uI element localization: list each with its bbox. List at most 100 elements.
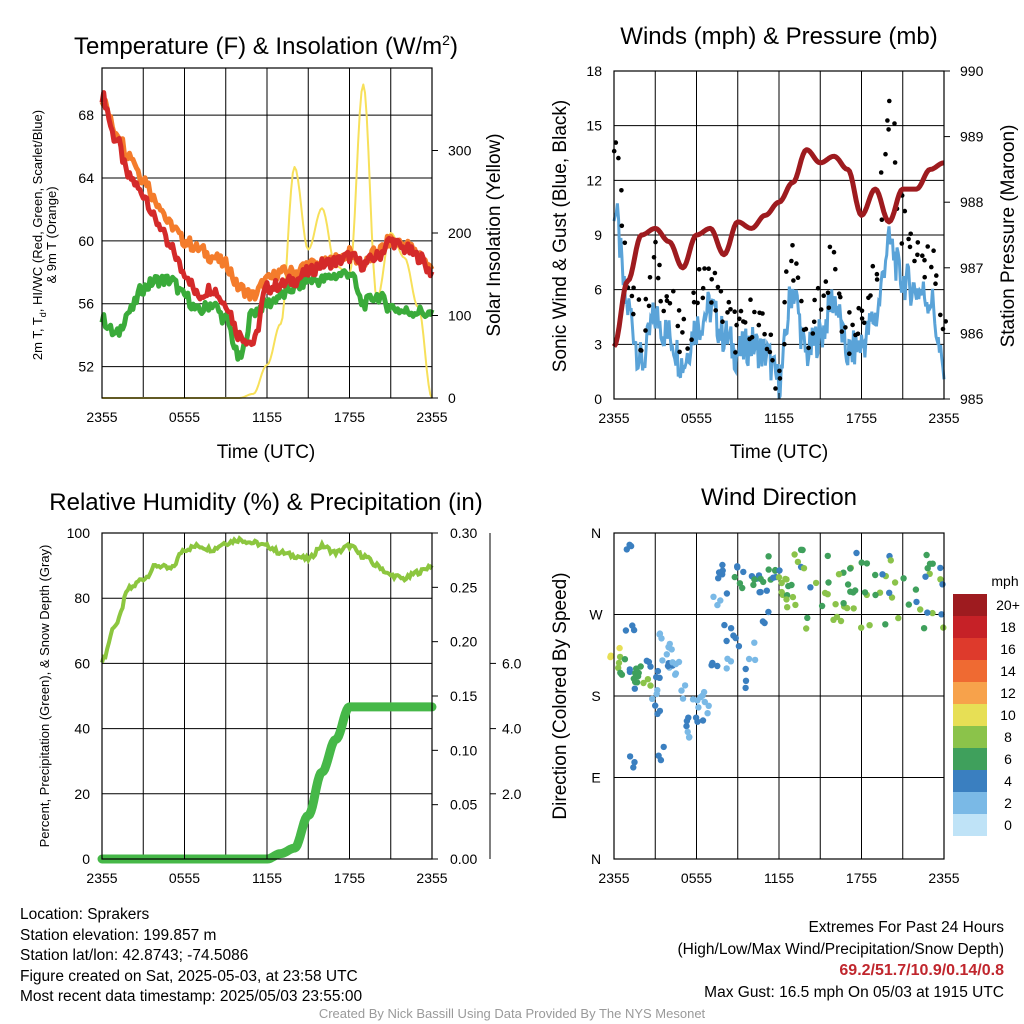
direction-point bbox=[634, 673, 642, 680]
gust-point bbox=[709, 277, 714, 282]
legend-label: 14 bbox=[1000, 663, 1016, 679]
y2-tick-label: 100 bbox=[448, 308, 472, 324]
y2-tick-label: 0.25 bbox=[450, 579, 477, 595]
gust-point bbox=[899, 241, 905, 246]
gust-point bbox=[892, 121, 897, 126]
x-tick-label: 2355 bbox=[928, 410, 959, 426]
direction-point bbox=[761, 619, 768, 627]
humidity-left-axis-label: Percent, Precipitation (Green), & Snow D… bbox=[37, 545, 52, 848]
extremes-values: 69.2/51.7/10.9/0.14/0.8 bbox=[839, 962, 1004, 979]
direction-point bbox=[840, 600, 847, 607]
y-tick-label: 40 bbox=[74, 721, 90, 737]
direction-point bbox=[939, 581, 946, 588]
gust-point bbox=[768, 332, 774, 338]
y-tick-label: 80 bbox=[74, 590, 90, 606]
x-tick-label: 1155 bbox=[764, 410, 794, 426]
gust-point bbox=[653, 239, 658, 245]
direction-point bbox=[684, 728, 691, 736]
gust-point bbox=[912, 258, 917, 264]
gust-point bbox=[636, 297, 642, 302]
direction-point bbox=[888, 594, 896, 601]
series-td bbox=[99, 268, 435, 362]
y2-tick-label: 0.10 bbox=[450, 742, 477, 758]
gust-point bbox=[770, 358, 775, 363]
gust-point bbox=[929, 264, 934, 270]
latlon-line: Station lat/lon: 42.8743; -74.5086 bbox=[20, 947, 249, 964]
gust-point bbox=[810, 331, 816, 336]
gust-point bbox=[622, 240, 628, 246]
direction-point bbox=[714, 601, 721, 609]
x-tick-label: 0555 bbox=[169, 870, 200, 886]
direction-point bbox=[913, 598, 920, 606]
gust-point bbox=[885, 118, 890, 123]
direction-point bbox=[658, 635, 665, 642]
direction-point bbox=[686, 733, 693, 741]
gust-point bbox=[833, 266, 838, 272]
direction-point bbox=[681, 682, 689, 689]
winds-title: Winds (mph) & Pressure (mb) bbox=[620, 23, 937, 50]
direction-point bbox=[647, 663, 654, 670]
direction-point bbox=[739, 584, 746, 592]
y2-tick-label: 985 bbox=[960, 391, 984, 407]
direction-point bbox=[861, 589, 869, 596]
direction-point bbox=[734, 563, 741, 570]
direction-point bbox=[709, 659, 716, 667]
gust-point bbox=[791, 278, 796, 283]
x-tick-label: 1155 bbox=[252, 409, 282, 425]
gust-point bbox=[879, 217, 885, 222]
direction-point bbox=[751, 656, 759, 664]
direction-point bbox=[717, 597, 724, 604]
gust-point bbox=[795, 275, 801, 281]
gust-point bbox=[915, 240, 921, 245]
x-tick-label: 1755 bbox=[334, 409, 365, 425]
direction-point bbox=[719, 561, 726, 569]
gust-point bbox=[823, 279, 829, 284]
gust-point bbox=[934, 273, 939, 278]
direction-point bbox=[858, 624, 865, 631]
direction-point bbox=[640, 679, 647, 687]
direction-point bbox=[784, 604, 791, 611]
direction-point bbox=[847, 588, 854, 595]
direction-point bbox=[616, 644, 623, 652]
x-tick-label: 2355 bbox=[928, 870, 959, 886]
direction-point bbox=[678, 687, 685, 694]
direction-point bbox=[785, 582, 792, 590]
y2-tick-label: 988 bbox=[960, 194, 984, 210]
y-tick-label: 3 bbox=[594, 336, 602, 352]
direction-point bbox=[765, 608, 772, 616]
gust-point bbox=[892, 160, 898, 165]
direction-point bbox=[863, 560, 871, 567]
direction-point bbox=[715, 575, 722, 582]
y-tick-label: 56 bbox=[78, 296, 94, 312]
direction-point bbox=[745, 655, 753, 663]
gust-point bbox=[762, 331, 767, 337]
gust-point bbox=[748, 297, 753, 303]
gust-point bbox=[859, 316, 865, 321]
gust-point bbox=[922, 274, 927, 280]
direction-point bbox=[672, 660, 679, 668]
series-rh bbox=[100, 535, 434, 664]
gust-point bbox=[861, 320, 867, 326]
gust-point bbox=[883, 151, 888, 157]
direction-point bbox=[905, 601, 912, 608]
direction-point bbox=[920, 625, 928, 632]
gust-point bbox=[651, 254, 657, 260]
y-tick-label: 60 bbox=[74, 655, 90, 671]
gust-point bbox=[657, 262, 662, 268]
direction-point bbox=[714, 662, 721, 670]
gust-point bbox=[931, 248, 936, 253]
y3-tick-label: 6.0 bbox=[502, 655, 522, 671]
direction-point bbox=[626, 541, 633, 548]
gust-point bbox=[728, 307, 733, 312]
gust-point bbox=[700, 295, 706, 301]
x-tick-label: 0555 bbox=[681, 410, 712, 426]
legend-label: 16 bbox=[1000, 641, 1016, 657]
direction-point bbox=[917, 606, 924, 613]
direction-point bbox=[900, 575, 907, 582]
x-tick-label: 1755 bbox=[334, 870, 365, 886]
gust-point bbox=[718, 289, 724, 294]
y2-tick-label: 0.30 bbox=[450, 525, 477, 541]
direction-panel: Wind Direction 2355 0555 1155 1755 2355 N E S W N… bbox=[550, 484, 1020, 886]
x-tick-label: 0555 bbox=[681, 870, 712, 886]
gust-point bbox=[826, 305, 832, 311]
